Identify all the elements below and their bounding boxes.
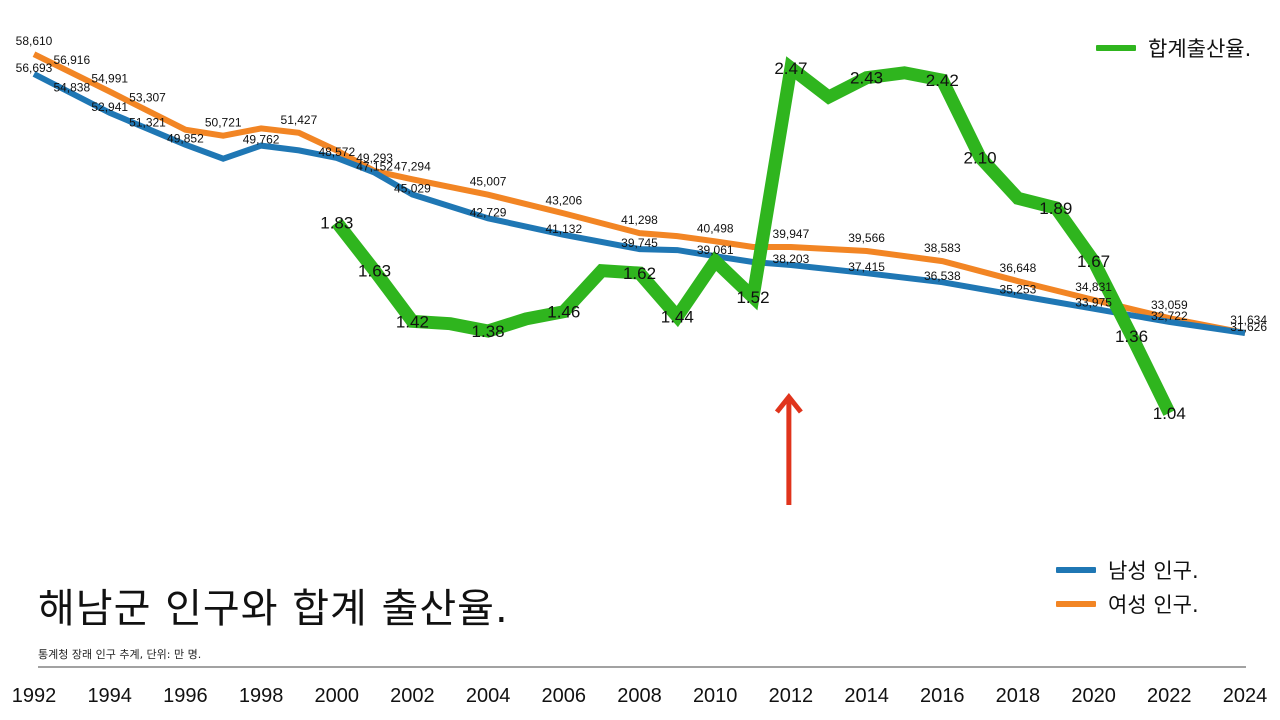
female-data-label: 38,583	[924, 241, 961, 255]
legend-label-female: 여성 인구.	[1108, 593, 1199, 617]
legend-swatch-fertility	[1096, 45, 1136, 51]
female-data-label: 41,298	[621, 213, 658, 227]
fertility-data-label: 1.89	[1039, 199, 1072, 218]
x-tick-label: 2014	[844, 685, 889, 707]
male-data-label: 39,061	[697, 243, 734, 257]
male-data-label: 32,722	[1151, 309, 1188, 323]
x-tick-label: 2008	[617, 685, 662, 707]
x-tick-label: 2020	[1071, 685, 1116, 707]
female-data-label: 34,831	[1075, 280, 1112, 294]
female-data-label: 47,294	[394, 159, 431, 173]
x-tick-label: 1992	[12, 685, 57, 707]
fertility-data-label: 2.10	[964, 148, 997, 167]
fertility-data-label: 2.47	[774, 59, 807, 78]
female-data-label: 45,007	[470, 175, 507, 189]
annotation-arrow	[774, 392, 803, 505]
legend-label-male: 남성 인구.	[1108, 559, 1199, 583]
series-lines	[32, 51, 1246, 416]
fertility-data-label: 1.67	[1077, 252, 1110, 271]
male-data-label: 49,852	[167, 132, 204, 146]
female-series-line	[32, 51, 1246, 336]
legend-female: 여성 인구.	[1056, 589, 1199, 619]
male-data-label: 54,838	[53, 80, 90, 94]
female-data-label: 51,427	[281, 113, 318, 127]
male-data-label: 56,693	[16, 61, 53, 75]
fertility-data-label: 2.42	[926, 71, 959, 90]
male-data-label: 47,152	[356, 160, 393, 174]
legend-fertility: 합계출산율.	[1096, 33, 1251, 63]
female-data-label: 31,634	[1230, 313, 1267, 327]
female-data-label: 40,498	[697, 221, 734, 235]
legend-swatch-female	[1056, 601, 1096, 607]
source-note: 통계청 장래 인구 추계, 단위: 만 명.	[38, 648, 202, 661]
x-tick-label: 1994	[87, 685, 132, 707]
fertility-data-label: 1.38	[472, 322, 505, 341]
female-data-label: 56,916	[53, 53, 90, 67]
x-tick-label: 2004	[466, 685, 511, 707]
male-data-label: 31,626	[1230, 320, 1267, 334]
fertility-data-label: 1.83	[320, 213, 353, 232]
male-data-label: 41,132	[545, 222, 582, 236]
male-data-label: 38,203	[773, 252, 810, 266]
male-data-label: 52,941	[91, 100, 128, 114]
female-data-label: 54,991	[91, 72, 128, 86]
fertility-data-label: 1.52	[736, 288, 769, 307]
male-data-label: 45,029	[394, 182, 431, 196]
fertility-series-line	[331, 56, 1176, 416]
fertility-data-label: 2.43	[850, 69, 883, 88]
female-data-label: 39,566	[848, 231, 885, 245]
male-data-label: 37,415	[848, 260, 885, 274]
x-tick-label: 1996	[163, 685, 208, 707]
fertility-data-label: 1.42	[396, 312, 429, 331]
x-tick-label: 2000	[315, 685, 360, 707]
x-tick-label: 2012	[769, 685, 814, 707]
male-data-label: 35,253	[1000, 283, 1037, 297]
female-data-label: 58,610	[16, 34, 53, 48]
female-data-label: 33,059	[1151, 298, 1188, 312]
male-data-label: 48,572	[318, 145, 355, 159]
female-data-label: 39,947	[773, 227, 810, 241]
x-tick-label: 1998	[239, 685, 284, 707]
x-tick-label: 2018	[996, 685, 1041, 707]
x-tick-label: 2022	[1147, 685, 1192, 707]
x-tick-label: 2016	[920, 685, 965, 707]
annotation-arrow-head	[774, 392, 803, 414]
x-tick-label: 2010	[693, 685, 738, 707]
male-data-label: 39,745	[621, 236, 658, 250]
legend-male: 남성 인구.	[1056, 555, 1199, 585]
x-tick-label: 2002	[390, 685, 435, 707]
x-tick-label: 2024	[1223, 685, 1268, 707]
x-tick-label: 2006	[542, 685, 587, 707]
male-data-label: 51,321	[129, 116, 166, 130]
legend-swatch-male	[1056, 567, 1096, 573]
female-data-label: 49,293	[356, 151, 393, 165]
male-series-line	[32, 71, 1246, 336]
fertility-data-label: 1.36	[1115, 327, 1148, 346]
fertility-data-label: 1.63	[358, 262, 391, 281]
fertility-data-label: 1.62	[623, 264, 656, 283]
male-data-label: 42,729	[470, 205, 507, 219]
chart-title: 해남군 인구와 합계 출산율.	[38, 586, 509, 632]
male-data-label: 33,975	[1075, 296, 1112, 310]
legend-label-fertility: 합계출산율.	[1148, 37, 1252, 61]
female-data-label: 50,721	[205, 116, 242, 130]
female-data-label: 53,307	[129, 91, 166, 105]
female-data-label: 36,648	[1000, 261, 1037, 275]
fertility-data-label: 1.46	[547, 303, 580, 322]
fertility-data-label: 1.44	[661, 308, 694, 327]
male-data-label: 49,762	[243, 133, 280, 147]
x-axis-ticks: 1992 1994 1996 1998 2000 2002 2004 2006 2008 2010…	[12, 685, 1268, 707]
fertility-data-label: 1.04	[1153, 404, 1186, 423]
female-data-label: 43,206	[545, 193, 582, 207]
male-data-label: 36,538	[924, 269, 961, 283]
